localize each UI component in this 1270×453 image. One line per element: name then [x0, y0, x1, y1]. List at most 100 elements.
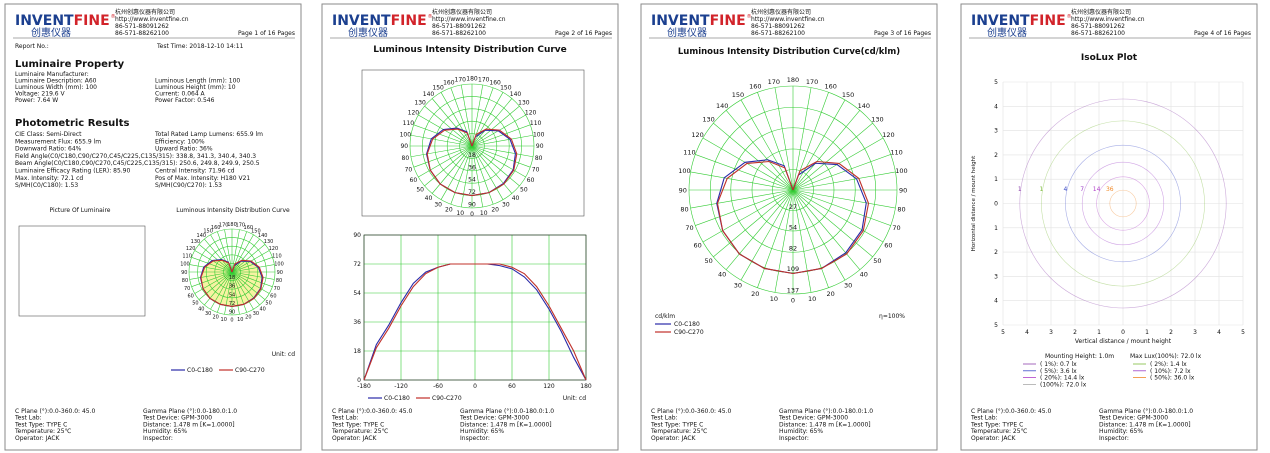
angle-label: 50: [520, 187, 528, 194]
polar-spoke: [713, 122, 794, 191]
polar-spoke: [204, 238, 233, 273]
angle-label: 90: [536, 143, 544, 150]
angle-label: 40: [260, 306, 266, 312]
angle-label: 110: [890, 149, 902, 157]
angle-label: 0: [470, 211, 474, 218]
header-text: 杭州创惠仪器有限公司: [432, 8, 492, 16]
result-text: Measurement Flux: 655.9 lm: [15, 138, 101, 145]
polar-spoke: [471, 145, 504, 200]
polar-spoke: [792, 137, 884, 191]
angle-label: 130: [518, 100, 530, 107]
polar-spoke: [189, 264, 233, 273]
polar-spoke: [792, 99, 846, 191]
angle-label: 150: [432, 84, 444, 91]
footer-text: Test Device: GPM-3000: [459, 415, 529, 422]
polar-spoke: [231, 271, 240, 315]
angle-label: 150: [203, 228, 213, 234]
footer-text: Operator: JACK: [15, 435, 61, 442]
x-tick-label: 1: [1097, 329, 1101, 336]
angle-label: 100: [400, 131, 412, 138]
y-tick-label: 3: [994, 273, 998, 280]
x-tick-label: 0: [473, 383, 477, 390]
logo: INVENT: [332, 13, 391, 29]
polar-spoke: [757, 189, 794, 288]
angle-label: 140: [197, 233, 207, 239]
page-number: Page 2 of 16 Pages: [555, 30, 612, 37]
result-text: Pos of Max. Intensity: H180 V21: [155, 175, 250, 182]
angle-label: 30: [734, 282, 742, 290]
footer-text: Operator: JACK: [971, 435, 1017, 442]
logo: FINE: [74, 13, 110, 29]
footer-text: Humidity: 65%: [460, 428, 504, 435]
section-title: Photometric Results: [15, 118, 129, 129]
angle-label: 90: [277, 270, 283, 276]
angle-label: 30: [434, 202, 442, 209]
polar-spoke: [740, 189, 794, 281]
result-text: CIE Class: Semi-Direct: [15, 131, 82, 138]
header-text: 86-571-88091262: [432, 23, 486, 30]
polar-spoke: [725, 189, 794, 270]
contour-label: 4: [1063, 186, 1067, 193]
footer-text: Distance: 1.478 m [K=1.0000]: [1099, 421, 1191, 428]
angle-label: 50: [873, 257, 881, 265]
radial-label: 72: [468, 189, 476, 196]
chart-title: Luminous Intensity Distribution Curve: [176, 207, 290, 214]
footer-text: Operator: JACK: [332, 435, 378, 442]
header-text: 86-571-88091262: [751, 23, 805, 30]
legend-label: C0-C180: [674, 321, 700, 328]
footer-text: Test Device: GPM-3000: [1098, 415, 1168, 422]
angle-label: 60: [693, 241, 701, 249]
result-text: S/MH(C0/C180): 1.53: [15, 182, 78, 189]
x-tick-label: 2: [1169, 329, 1173, 336]
angle-label: 70: [532, 166, 540, 173]
angle-label: 20: [827, 290, 835, 298]
section-title: Luminaire Property: [15, 59, 125, 70]
angle-label: 110: [683, 149, 695, 157]
polar-spoke: [210, 234, 233, 273]
footer-text: Test Device: GPM-3000: [778, 415, 848, 422]
header-text: http://www.inventfine.cn: [1071, 16, 1145, 23]
polar-spoke: [424, 145, 473, 187]
polar-spoke: [231, 271, 247, 313]
polar-spoke: [231, 271, 266, 300]
header-text: 86-571-88262100: [432, 30, 486, 37]
polar-spoke: [713, 189, 794, 258]
polar-spoke: [471, 92, 504, 147]
angle-label: 170: [768, 78, 780, 86]
isolux-contour: [1109, 189, 1137, 218]
y-tick-label: 2: [994, 152, 998, 159]
angle-label: 10: [808, 295, 816, 303]
y-tick-label: 4: [994, 298, 998, 305]
y-tick-label: 4: [994, 103, 998, 110]
polar-spoke: [231, 229, 240, 273]
header-text: 86-571-88262100: [115, 30, 169, 37]
footer-text: Temperature: 25℃: [650, 428, 708, 435]
angle-label: 150: [500, 84, 512, 91]
angle-label: 100: [678, 167, 690, 175]
picture-frame: [18, 225, 146, 317]
angle-label: 160: [244, 225, 254, 231]
radial-label: 137: [787, 287, 799, 295]
logo-reg: ®: [1067, 13, 1072, 20]
footer-text: Test Device: GPM-3000: [142, 415, 212, 422]
angle-label: 140: [716, 102, 728, 110]
polar-spoke: [774, 189, 794, 293]
footer-text: Distance: 1.478 m [K=1.0000]: [143, 421, 235, 428]
header-text: http://www.inventfine.cn: [751, 16, 825, 23]
angle-label: 10: [221, 317, 227, 323]
isolux-contour: [1081, 161, 1165, 246]
polar-spoke: [471, 105, 520, 147]
angle-label: 120: [186, 246, 196, 252]
footer-text: Operator: JACK: [651, 435, 697, 442]
angle-label: 150: [251, 228, 261, 234]
polar-spoke: [792, 189, 873, 258]
logo-cn: 创惠仪器: [31, 26, 71, 39]
footer-text: Inspector:: [1099, 435, 1129, 442]
angle-label: 110: [530, 120, 542, 127]
result-text: Max. Intensity: 72.1 cd: [15, 175, 83, 182]
polar-spoke: [460, 145, 473, 208]
x-tick-label: 60: [508, 383, 516, 390]
angle-label: 150: [732, 91, 744, 99]
angle-label: 0: [791, 296, 795, 304]
angle-label: 100: [180, 261, 190, 267]
